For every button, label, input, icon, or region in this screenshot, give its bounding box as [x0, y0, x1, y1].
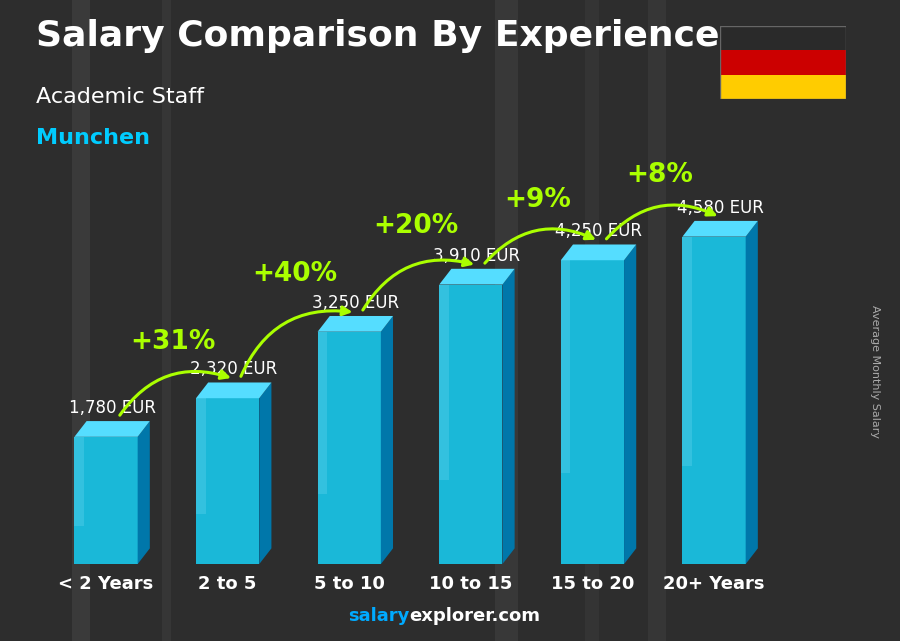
- Text: +9%: +9%: [504, 187, 572, 213]
- Polygon shape: [439, 285, 502, 564]
- Text: 3,910 EUR: 3,910 EUR: [434, 247, 520, 265]
- Polygon shape: [196, 383, 272, 398]
- Text: +20%: +20%: [374, 213, 459, 239]
- Text: Munchen: Munchen: [36, 128, 150, 148]
- Text: +8%: +8%: [626, 162, 693, 188]
- Polygon shape: [318, 332, 381, 564]
- Polygon shape: [439, 269, 515, 285]
- Bar: [720, 50, 846, 75]
- Text: explorer.com: explorer.com: [410, 607, 541, 625]
- Text: Average Monthly Salary: Average Monthly Salary: [869, 305, 880, 438]
- Text: +40%: +40%: [252, 262, 338, 287]
- Polygon shape: [138, 421, 149, 564]
- Polygon shape: [75, 437, 138, 564]
- Text: salary: salary: [348, 607, 410, 625]
- Text: +31%: +31%: [130, 329, 216, 355]
- Polygon shape: [196, 398, 205, 514]
- Text: 1,780 EUR: 1,780 EUR: [68, 399, 156, 417]
- Text: 2,320 EUR: 2,320 EUR: [190, 360, 277, 378]
- Polygon shape: [381, 316, 393, 564]
- Polygon shape: [561, 260, 571, 473]
- Polygon shape: [561, 244, 636, 260]
- Polygon shape: [746, 221, 758, 564]
- Polygon shape: [682, 237, 746, 564]
- Polygon shape: [318, 332, 327, 494]
- Polygon shape: [682, 237, 692, 466]
- Polygon shape: [259, 383, 272, 564]
- Polygon shape: [318, 316, 393, 332]
- Text: 4,580 EUR: 4,580 EUR: [677, 199, 763, 217]
- Polygon shape: [561, 260, 624, 564]
- Polygon shape: [682, 221, 758, 237]
- Polygon shape: [502, 269, 515, 564]
- Polygon shape: [196, 398, 259, 564]
- Text: 4,250 EUR: 4,250 EUR: [555, 222, 642, 240]
- Polygon shape: [624, 244, 636, 564]
- Polygon shape: [75, 421, 149, 437]
- Text: Salary Comparison By Experience: Salary Comparison By Experience: [36, 19, 719, 53]
- Text: 3,250 EUR: 3,250 EUR: [311, 294, 399, 312]
- Bar: [720, 75, 846, 99]
- Polygon shape: [75, 437, 84, 526]
- Polygon shape: [439, 285, 449, 480]
- Text: Academic Staff: Academic Staff: [36, 87, 204, 106]
- Bar: [720, 26, 846, 50]
